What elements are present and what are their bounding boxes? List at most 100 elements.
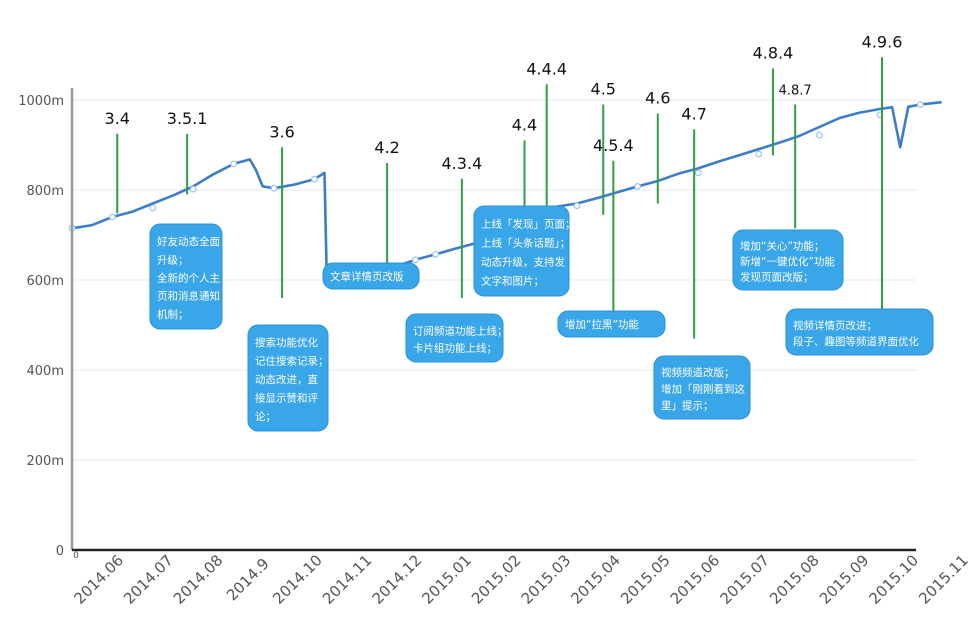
data-point [694,169,702,177]
data-point [634,182,641,190]
x-tick-label: 2014.07 [120,551,177,608]
callout-text-line: 发现页面改版； [740,270,814,283]
x-tick-label: 2014.9 [223,555,273,605]
x-tick-label: 2014.12 [369,551,426,608]
y-tick-label: 200m [27,454,64,469]
callout-text-line: 动态改进，直 [255,373,318,386]
x-origin-label: 0 [73,551,79,561]
y-tick-label: 1000m [18,94,64,109]
x-tick-label: 2014.08 [170,551,227,608]
callout-text-line: 新增“一键优化”功能 [740,255,835,268]
x-tick-label: 2015.06 [667,551,724,608]
callout-4-2: 文章详情页改版 [322,262,420,290]
version-label: 3.6 [269,122,294,141]
callout-text-line: 上线「头条话题」； [481,237,570,250]
callout-box [473,205,570,297]
data-point [230,160,238,168]
version-label: 4.3.4 [442,154,483,173]
data-point [816,131,823,139]
x-tick-label: 2015.07 [716,551,773,608]
x-tick-label: 2015.08 [766,551,823,608]
callout-text-line: 增加「刚刚看到这 [661,383,745,396]
callout-box [149,223,223,330]
callout-box [557,310,666,338]
x-tick-label: 2015.11 [915,551,971,608]
version-label: 3.5.1 [167,109,208,128]
callout-text-line: 订阅频道功能上线； [413,325,508,338]
callout-text-line: 里」提示； [661,400,714,412]
data-point [311,175,318,183]
callout-text-line: 升级； [157,254,189,266]
data-point [108,213,116,221]
y-tick-label: 800m [27,184,64,199]
y-tick-label: 0 [56,544,64,559]
x-tick-label: 2015.01 [418,551,475,608]
version-label: 4.5.4 [593,136,634,155]
version-label: 4.2 [374,138,399,157]
callout-text-line: 增加“拉黑”功能 [565,318,639,331]
x-tick-label: 2015.09 [816,551,873,608]
x-tick-label: 2015.02 [468,551,525,608]
y-tick-label: 600m [27,274,64,289]
callout-4-3-4: 订阅频道功能上线； 卡片组功能上线； [405,313,508,363]
callout-text-line: 好友动态全面 [157,235,220,248]
callout-text-line: 段子、趣图等频道界面优化 [793,335,919,348]
callout-text-line: 页和消息通知 [157,290,220,303]
callout-text-line: 视频详情页改进； [793,319,877,332]
x-tick-label: 2015.03 [518,551,575,608]
version-label: 4.8.7 [779,84,812,99]
callout-text-line: 接显示赞和评 [255,391,318,404]
callout-text-line: 卡片组功能上线； [413,342,497,355]
data-point [917,101,924,108]
callout-text-line: 文章详情页改版 [330,270,404,283]
version-label: 4.4 [512,116,537,135]
data-point [149,204,157,212]
x-tick-label: 2014.10 [269,551,326,608]
data-point [432,250,440,258]
callout-box [405,313,504,363]
version-label: 4.7 [681,104,706,123]
version-label: 3.4 [105,109,130,128]
version-label: 4.4.4 [526,59,567,78]
callout-text-line: 文字和图片； [481,275,544,288]
version-label: 4.6 [645,89,670,108]
callout-text-line: 记住搜索记录； [255,355,329,368]
y-tick-label: 400m [27,364,64,379]
callout-box [785,308,934,356]
callout-box [247,324,329,432]
version-markers-layer: 3.4 3.5.1 3.6 4.2 4.3.4 4.4 4.4.4 4.5 4.5.4 4.6 4.… [105,32,903,339]
data-point [412,256,419,264]
x-tick-label: 2015.05 [617,551,674,608]
x-tick-label: 2015.04 [567,551,624,608]
version-label: 4.5 [591,80,616,99]
data-point [755,150,763,158]
callout-box [732,229,844,291]
callout-4-5-4: 增加“拉黑”功能 [557,310,666,338]
callout-text-line: 增加“关心”功能； [740,240,824,253]
callout-text-line: 机制； [157,308,189,321]
callout-text-line: 全新的个人主 [157,272,220,285]
callout-4-9-6: 视频详情页改进； 段子、趣图等频道界面优化 [785,308,934,356]
x-tick-label: 2014.11 [319,551,376,608]
data-point [573,202,581,210]
version-label: 4.8.4 [753,44,794,63]
callout-text-line: 视频频道改版； [661,366,735,379]
data-point [189,185,197,193]
data-point [270,184,278,192]
callout-text-line: 论； [255,410,276,423]
callout-text-line: 上线「发现」页面； [481,218,576,231]
x-tick-label: 2014.06 [70,551,127,608]
x-tick-label: 2015.10 [866,551,923,608]
callout-text-line: 动态升级，支持发 [481,256,565,269]
version-label: 4.9.6 [862,32,903,51]
callout-text-line: 搜索功能优化 [255,336,318,349]
callout-box [653,355,751,420]
callout-box [322,262,420,290]
